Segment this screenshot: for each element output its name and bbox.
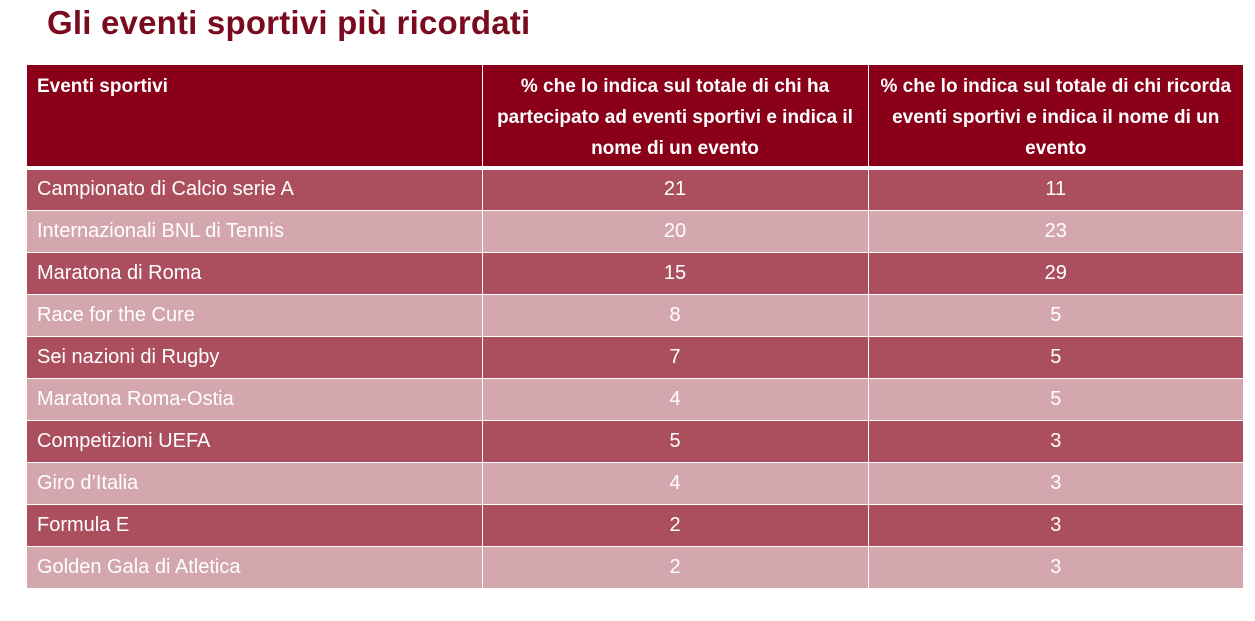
table-row: Formula E 2 3 (27, 504, 1243, 547)
pct-participated-cell: 7 (482, 336, 869, 379)
pct-remember-cell: 3 (868, 462, 1243, 505)
pct-participated-cell: 15 (482, 252, 869, 295)
pct-remember-cell: 5 (868, 336, 1243, 379)
pct-remember-cell: 11 (868, 168, 1243, 211)
table-row: Sei nazioni di Rugby 7 5 (27, 336, 1243, 379)
pct-participated-cell: 21 (482, 168, 869, 211)
pct-remember-cell: 3 (868, 504, 1243, 547)
event-name-cell: Competizioni UEFA (27, 420, 483, 463)
header-events: Eventi sportivi (27, 65, 483, 168)
table-header: Eventi sportivi % che lo indica sul tota… (27, 65, 1243, 168)
pct-remember-cell: 5 (868, 294, 1243, 337)
events-table: Eventi sportivi % che lo indica sul tota… (27, 65, 1243, 589)
event-name-cell: Maratona Roma-Ostia (27, 378, 483, 421)
event-name-cell: Formula E (27, 504, 483, 547)
pct-remember-cell: 3 (868, 546, 1243, 589)
pct-remember-cell: 3 (868, 420, 1243, 463)
pct-participated-cell: 4 (482, 462, 869, 505)
table-row: Competizioni UEFA 5 3 (27, 420, 1243, 463)
table-row: Giro d’Italia 4 3 (27, 462, 1243, 505)
pct-participated-cell: 2 (482, 546, 869, 589)
event-name-cell: Internazionali BNL di Tennis (27, 210, 483, 253)
pct-participated-cell: 4 (482, 378, 869, 421)
event-name-cell: Golden Gala di Atletica (27, 546, 483, 589)
page-title: Gli eventi sportivi più ricordati (47, 4, 531, 41)
event-name-cell: Giro d’Italia (27, 462, 483, 505)
table-body: Campionato di Calcio serie A 21 11 Inter… (27, 168, 1243, 589)
event-name-cell: Maratona di Roma (27, 252, 483, 295)
event-name-cell: Campionato di Calcio serie A (27, 168, 483, 211)
pct-remember-cell: 23 (868, 210, 1243, 253)
header-row: Eventi sportivi % che lo indica sul tota… (27, 65, 1243, 168)
event-name-cell: Race for the Cure (27, 294, 483, 337)
pct-participated-cell: 5 (482, 420, 869, 463)
table-row: Maratona Roma-Ostia 4 5 (27, 378, 1243, 421)
header-pct-participated: % che lo indica sul totale di chi ha par… (482, 65, 869, 168)
table-row: Race for the Cure 8 5 (27, 294, 1243, 337)
table-row: Golden Gala di Atletica 2 3 (27, 546, 1243, 589)
pct-remember-cell: 5 (868, 378, 1243, 421)
event-name-cell: Sei nazioni di Rugby (27, 336, 483, 379)
header-pct-remember: % che lo indica sul totale di chi ricord… (868, 65, 1243, 168)
table-row: Maratona di Roma 15 29 (27, 252, 1243, 295)
table-row: Internazionali BNL di Tennis 20 23 (27, 210, 1243, 253)
pct-participated-cell: 8 (482, 294, 869, 337)
pct-participated-cell: 2 (482, 504, 869, 547)
pct-remember-cell: 29 (868, 252, 1243, 295)
pct-participated-cell: 20 (482, 210, 869, 253)
table-row: Campionato di Calcio serie A 21 11 (27, 168, 1243, 211)
